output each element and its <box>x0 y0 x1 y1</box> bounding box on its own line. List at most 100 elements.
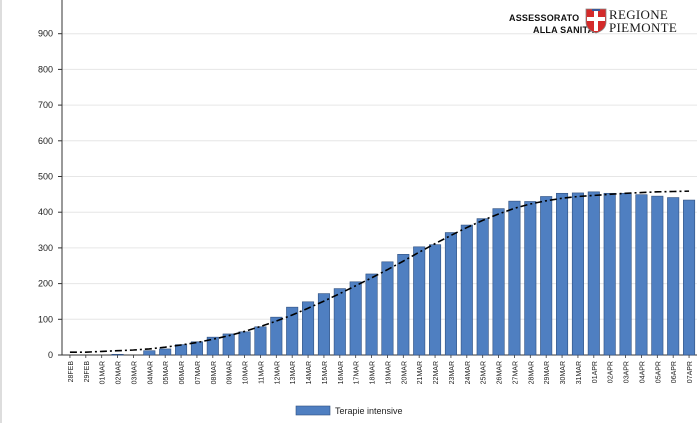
y-tick-label: 400 <box>38 207 53 217</box>
x-tick-label: 05MAR <box>163 361 170 384</box>
logo-region-line2: PIEMONTE <box>609 20 678 35</box>
x-tick-label: 27MAR <box>512 361 519 384</box>
x-tick-label: 16MAR <box>338 361 345 384</box>
bar <box>270 316 283 356</box>
bar <box>143 350 156 356</box>
y-tick-label: 700 <box>38 100 53 110</box>
y-tick-label: 900 <box>38 29 53 39</box>
x-tick-label: 12MAR <box>274 361 281 384</box>
bar <box>333 288 346 356</box>
legend-label: Terapie intensive <box>335 406 403 416</box>
x-tick-label: 17MAR <box>354 361 361 384</box>
bar <box>667 197 680 356</box>
bar <box>619 192 632 356</box>
bar <box>651 195 664 356</box>
x-tick-label: 29FEB <box>84 361 91 383</box>
bar <box>524 201 537 356</box>
bar <box>683 199 696 356</box>
legend-swatch <box>295 405 331 416</box>
x-tick-label: 09MAR <box>227 361 234 384</box>
x-labels-layer: 28FEB 29FEB 01MAR 02MAR 03MAR 04MAR 05MAR 06MAR… <box>68 361 694 385</box>
x-tick-label: 21MAR <box>417 361 424 384</box>
bar <box>635 194 648 356</box>
trend-line <box>69 190 690 353</box>
bar <box>460 224 473 356</box>
y-tick-label: 200 <box>38 279 53 289</box>
bar <box>492 208 505 356</box>
x-tick-label: 03APR <box>624 361 631 383</box>
x-tick-label: 11MAR <box>258 361 265 384</box>
x-tick-label: 29MAR <box>544 361 551 384</box>
x-tick-label: 18MAR <box>370 361 377 384</box>
bar <box>111 353 124 356</box>
x-tick-label: 03MAR <box>131 361 138 384</box>
bar <box>429 244 442 356</box>
x-tick-label: 24MAR <box>465 361 472 384</box>
bar <box>159 348 172 356</box>
bar <box>222 333 235 356</box>
bar <box>365 273 378 356</box>
trend-layer <box>69 190 690 353</box>
bar <box>349 281 362 356</box>
x-tick-label: 08MAR <box>211 361 218 384</box>
logo-line1: ASSESSORATO <box>509 13 580 23</box>
x-tick-label: 14MAR <box>306 361 313 384</box>
grid-layer <box>62 33 697 320</box>
bars-layer <box>111 191 696 356</box>
crest-icon <box>585 8 607 34</box>
bar <box>381 261 394 356</box>
bar <box>413 246 426 356</box>
bar <box>190 341 203 356</box>
bar <box>302 301 315 356</box>
x-tick-label: 26MAR <box>497 361 504 384</box>
logo: ASSESSORATO ALLA SANITA' REGIONE PIEMONT… <box>505 6 678 40</box>
x-tick-label: 10MAR <box>243 361 250 384</box>
y-tick-label: 600 <box>38 136 53 146</box>
x-tick-label: 04MAR <box>147 361 154 384</box>
x-tick-label: 20MAR <box>401 361 408 384</box>
y-tick-label: 100 <box>38 314 53 324</box>
bar <box>254 326 267 356</box>
x-tick-label: 01MAR <box>100 361 107 384</box>
logo-line2: ALLA SANITA' <box>533 25 597 35</box>
bar <box>540 196 553 356</box>
x-tick-label: 28MAR <box>528 361 535 384</box>
x-tick-label: 02APR <box>608 361 615 383</box>
bar <box>587 191 600 356</box>
x-tick-label: 13MAR <box>290 361 297 384</box>
x-tick-label: 22MAR <box>433 361 440 384</box>
logo-region-line1: REGIONE <box>609 7 669 22</box>
bar <box>397 254 410 356</box>
y-tick-label: 800 <box>38 64 53 74</box>
x-tick-label: 28FEB <box>68 361 75 383</box>
x-tick-label: 06MAR <box>179 361 186 384</box>
x-tick-label: 04APR <box>639 361 646 383</box>
x-tick-label: 19MAR <box>385 361 392 384</box>
x-tick-label: 02MAR <box>116 361 123 384</box>
bar <box>317 293 330 356</box>
x-tick-label: 07MAR <box>195 361 202 384</box>
y-tick-label: 500 <box>38 172 53 182</box>
y-tick-label: 0 <box>48 350 53 360</box>
x-tick-label: 25MAR <box>481 361 488 384</box>
x-tick-label: 15MAR <box>322 361 329 384</box>
x-tick-label: 07APR <box>687 361 694 383</box>
bar <box>508 200 521 356</box>
bar <box>476 218 489 356</box>
bar <box>206 336 219 356</box>
bar <box>286 306 299 356</box>
legend: Terapie intensive <box>295 405 403 416</box>
x-tick-label: 23MAR <box>449 361 456 384</box>
x-tick-label: 30MAR <box>560 361 567 384</box>
x-tick-label: 01APR <box>592 361 599 383</box>
x-tick-label: 06APR <box>671 361 678 383</box>
bar <box>444 232 457 356</box>
bar <box>238 331 251 356</box>
bar <box>571 192 584 356</box>
x-tick-label: 05APR <box>655 361 662 383</box>
y-tick-label: 300 <box>38 243 53 253</box>
bar <box>603 192 616 356</box>
bar <box>556 192 569 356</box>
